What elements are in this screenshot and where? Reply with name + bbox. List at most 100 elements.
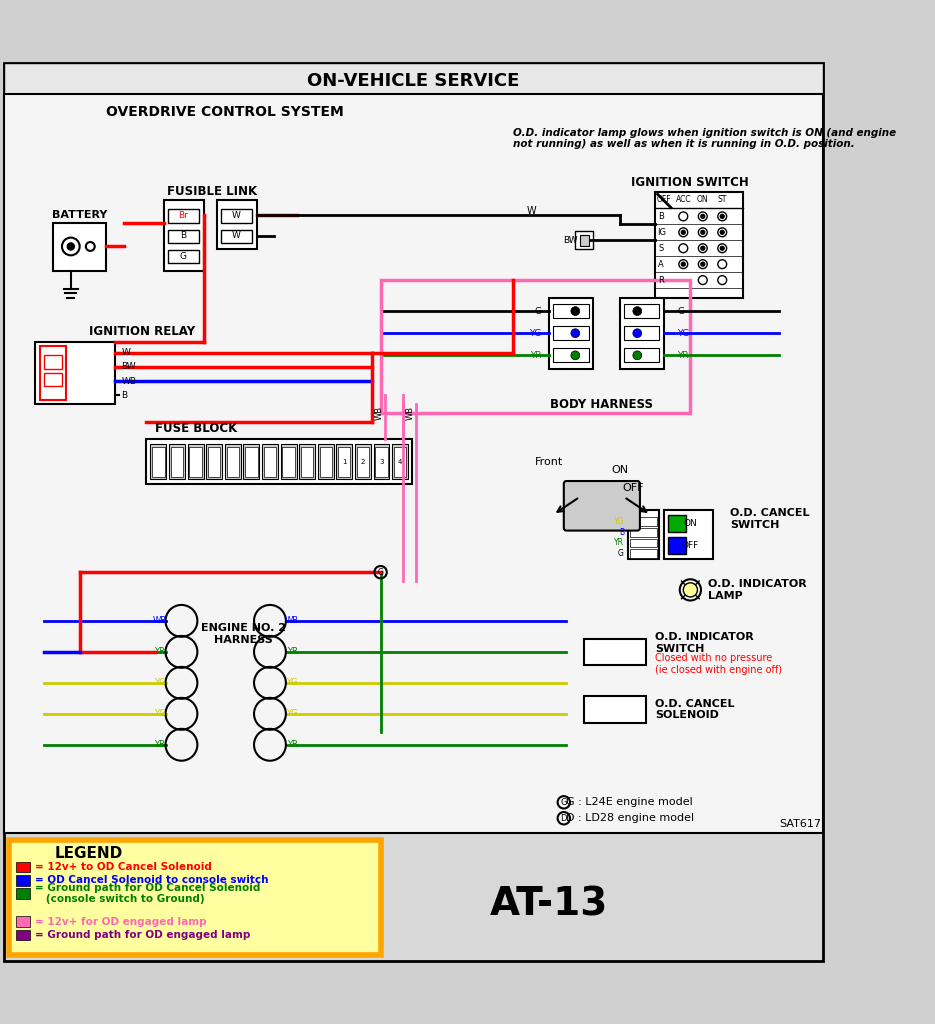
Bar [217, 201, 257, 249]
Text: A: A [658, 260, 664, 268]
Text: OVERDRIVE CONTROL SYSTEM: OVERDRIVE CONTROL SYSTEM [107, 104, 344, 119]
Bar [208, 446, 221, 476]
Text: LEGEND: LEGEND [54, 846, 122, 861]
Bar [44, 355, 62, 369]
Text: YG: YG [153, 710, 165, 718]
Text: B: B [619, 527, 624, 537]
Text: G: G [677, 306, 684, 315]
Bar [169, 443, 185, 479]
Bar [584, 639, 646, 666]
Bar [226, 446, 239, 476]
Text: ACC: ACC [675, 195, 691, 204]
Text: IG: IG [656, 227, 666, 237]
Text: BODY HARNESS: BODY HARNESS [551, 397, 654, 411]
Text: O.D. CANCEL
SWITCH: O.D. CANCEL SWITCH [730, 508, 810, 529]
Text: OFF: OFF [682, 541, 699, 550]
Text: = Ground path for OD engaged lamp: = Ground path for OD engaged lamp [36, 930, 251, 940]
Circle shape [700, 261, 705, 267]
Bar [299, 443, 315, 479]
Text: = 12v+ to OD Cancel Solenoid: = 12v+ to OD Cancel Solenoid [36, 862, 212, 871]
Text: R: R [658, 275, 664, 285]
Bar [224, 443, 240, 479]
Text: YG: YG [286, 710, 298, 718]
Text: W: W [232, 231, 240, 241]
Bar [630, 528, 656, 537]
Bar [280, 443, 296, 479]
Bar [53, 222, 107, 271]
Bar [628, 510, 659, 559]
Bar [168, 209, 199, 222]
Bar [655, 191, 743, 298]
Circle shape [571, 306, 580, 315]
Bar [320, 446, 332, 476]
Text: 3: 3 [380, 459, 383, 465]
Text: BW: BW [122, 362, 136, 372]
Bar [630, 517, 656, 526]
Bar [222, 209, 252, 222]
Text: YG: YG [153, 678, 165, 687]
Text: FUSE BLOCK: FUSE BLOCK [155, 422, 237, 435]
Text: Closed with no pressure: Closed with no pressure [655, 653, 772, 664]
Text: FUSIBLE LINK: FUSIBLE LINK [167, 185, 257, 198]
Bar [16, 916, 30, 927]
Circle shape [681, 261, 686, 267]
FancyBboxPatch shape [564, 481, 640, 530]
Text: = Ground path for OD Cancel Solenoid
   (console switch to Ground): = Ground path for OD Cancel Solenoid (co… [36, 883, 261, 904]
Bar [171, 446, 183, 476]
Text: WB: WB [374, 406, 383, 420]
Text: O.D. INDICATOR
LAMP: O.D. INDICATOR LAMP [708, 580, 807, 601]
Text: G : L24E engine model: G : L24E engine model [567, 798, 693, 807]
Text: W: W [122, 348, 130, 357]
Circle shape [67, 243, 75, 250]
Bar [375, 446, 388, 476]
Bar [8, 841, 381, 955]
Bar [151, 443, 166, 479]
Circle shape [700, 229, 705, 234]
Bar [301, 446, 313, 476]
Text: WB: WB [152, 616, 166, 626]
Text: AT-13: AT-13 [490, 885, 608, 923]
Circle shape [720, 229, 725, 234]
Text: W: W [526, 206, 536, 216]
Circle shape [720, 246, 725, 251]
Bar [152, 446, 165, 476]
Text: ON-VEHICLE SERVICE: ON-VEHICLE SERVICE [308, 72, 520, 90]
Text: YR: YR [677, 351, 689, 359]
Bar [584, 696, 646, 723]
Circle shape [571, 329, 580, 338]
Bar [630, 539, 656, 548]
Text: G: G [535, 306, 541, 315]
Text: YR: YR [287, 740, 297, 750]
Text: BW: BW [564, 236, 578, 245]
Bar [554, 348, 589, 362]
Bar [5, 94, 823, 834]
Bar [337, 443, 352, 479]
Bar [264, 446, 276, 476]
Text: ON: ON [683, 519, 698, 528]
Bar [146, 439, 411, 483]
Bar [355, 443, 371, 479]
Bar [624, 304, 659, 318]
Bar [168, 229, 199, 243]
Text: IGNITION RELAY: IGNITION RELAY [89, 325, 194, 338]
Text: W: W [232, 211, 240, 220]
Circle shape [633, 329, 641, 338]
Circle shape [681, 229, 686, 234]
Circle shape [683, 583, 698, 597]
Bar [318, 443, 334, 479]
Text: YR: YR [530, 351, 541, 359]
Text: D: D [561, 814, 567, 822]
Bar [394, 446, 407, 476]
Bar [262, 443, 278, 479]
Text: WB: WB [285, 616, 299, 626]
Bar [5, 63, 823, 94]
Text: YR: YR [614, 539, 624, 548]
Bar [164, 201, 204, 271]
Bar [356, 446, 369, 476]
Text: G: G [378, 567, 383, 577]
Circle shape [571, 351, 580, 359]
Text: YG: YG [529, 329, 541, 338]
Text: = 12v+ for OD engaged lamp: = 12v+ for OD engaged lamp [36, 916, 207, 927]
Text: 4: 4 [398, 459, 402, 465]
Bar [624, 348, 659, 362]
